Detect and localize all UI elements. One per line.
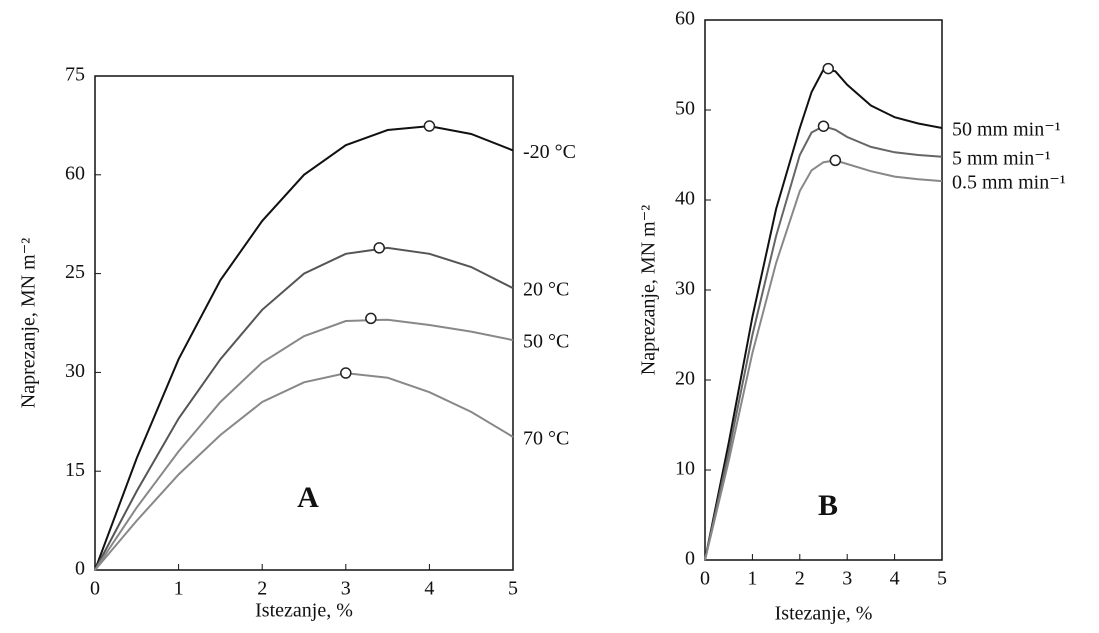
peak-marker (423, 120, 436, 132)
series-line (704, 68, 943, 561)
y-tick-label: 30 (65, 360, 85, 382)
x-tick-label: 3 (341, 578, 351, 600)
x-tick-label: 0 (700, 568, 710, 590)
series-label: 0.5 mm min⁻¹ (952, 172, 1066, 194)
series-label: 50 mm min⁻¹ (952, 119, 1061, 141)
x-tick-label: 2 (257, 578, 267, 600)
y-tick-label: 10 (675, 458, 695, 480)
y-tick-label: 50 (675, 98, 695, 120)
peak-marker (365, 312, 377, 325)
x-tick-label: 3 (842, 568, 852, 590)
peak-marker (822, 62, 834, 75)
series-line (94, 318, 514, 571)
y-tick-label: 75 (65, 64, 85, 86)
peak-marker (340, 367, 352, 379)
series-line (94, 246, 514, 571)
x-tick-label: 0 (90, 578, 100, 600)
peak-marker (829, 154, 842, 167)
x-axis-title: Istezanje, % (775, 603, 873, 625)
y-tick-label: 60 (675, 8, 695, 30)
series-label: 5 mm min⁻¹ (952, 147, 1051, 169)
y-tick-label: 40 (675, 188, 695, 210)
y-tick-label: 0 (685, 548, 695, 570)
panel-letter: B (818, 489, 838, 522)
series-label: -20 °C (523, 141, 576, 163)
y-axis-title: Naprezanje, MN m⁻² (18, 238, 40, 408)
x-tick-label: 4 (424, 578, 434, 600)
y-axis-title: Naprezanje, MN m⁻² (638, 205, 660, 375)
chart-panel: 0 15 30 25 60 75 0 1 2 3 4 5 Istezanje, % Naprezanje,… (18, 64, 576, 622)
series-line (94, 125, 514, 571)
panel-letter: A (297, 481, 319, 514)
x-tick-label: 2 (795, 568, 805, 590)
x-tick-label: 5 (508, 578, 518, 600)
x-tick-label: 1 (174, 578, 184, 600)
plot-frame (94, 75, 514, 571)
y-tick-label: 30 (675, 278, 695, 300)
x-tick-label: 4 (890, 568, 900, 590)
y-tick-label: 20 (675, 368, 695, 390)
series-line (94, 372, 514, 571)
plot-frame (704, 19, 943, 561)
series-line (704, 159, 943, 561)
y-tick-label: 15 (65, 459, 85, 481)
x-tick-label: 1 (747, 568, 757, 590)
series-label: 70 °C (523, 428, 569, 450)
peak-marker (373, 242, 385, 254)
series-label: 20 °C (523, 279, 569, 301)
series-label: 50 °C (523, 331, 569, 353)
x-tick-label: 5 (937, 568, 947, 590)
x-axis-title: Istezanje, % (255, 600, 353, 622)
y-tick-label: 60 (65, 162, 85, 184)
chart-panel: 0 10 20 30 40 50 60 0 1 2 3 4 5 Istezanje, % Naprezanj… (638, 8, 1066, 625)
peak-marker (817, 120, 830, 132)
y-tick-label: 25 (65, 261, 85, 283)
y-tick-label: 0 (75, 558, 85, 580)
